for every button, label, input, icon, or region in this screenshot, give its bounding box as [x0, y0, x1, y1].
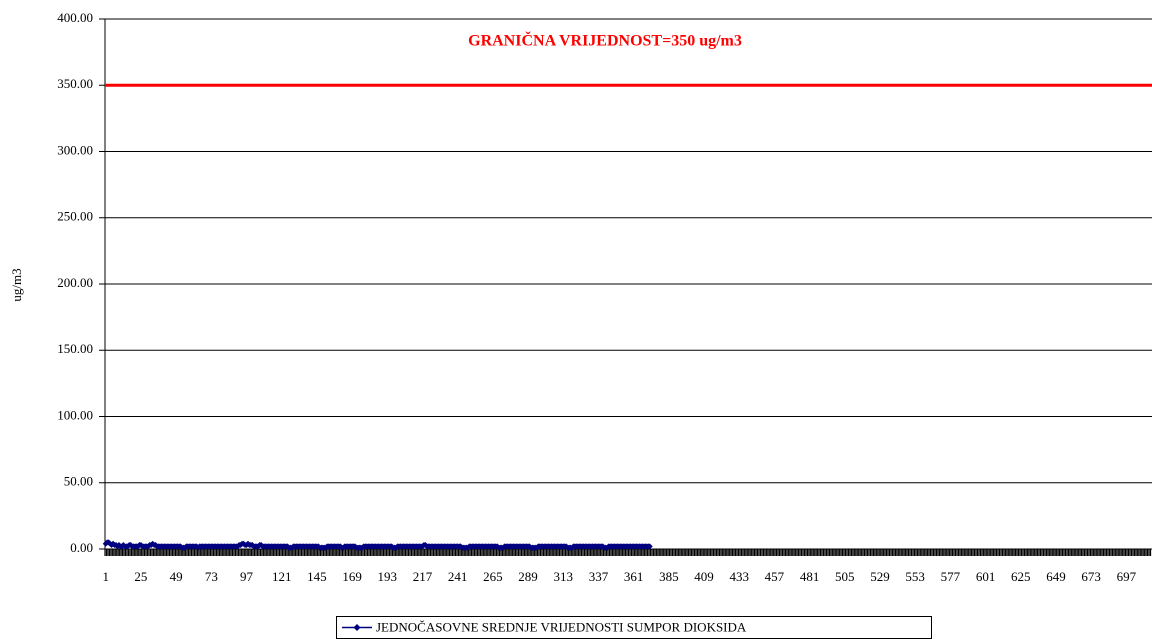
x-tick-label: 361 [624, 569, 644, 584]
x-tick-label: 241 [448, 569, 468, 584]
x-tick-label: 601 [976, 569, 996, 584]
x-tick-label: 49 [170, 569, 183, 584]
x-tick-label: 73 [205, 569, 218, 584]
y-tick-label: 150.00 [57, 341, 93, 356]
y-tick-label: 50.00 [64, 474, 93, 489]
y-tick-label: 350.00 [57, 76, 93, 91]
x-tick-label: 505 [835, 569, 855, 584]
x-tick-label: 649 [1046, 569, 1066, 584]
annotation: GRANIČNA VRIJEDNOST=350 ug/m3 [468, 31, 742, 50]
x-tick-label: 553 [905, 569, 925, 584]
x-tick-label: 577 [941, 569, 961, 584]
x-tick-label: 193 [378, 569, 398, 584]
y-tick-label: 400.00 [57, 10, 93, 25]
x-tick-label: 217 [413, 569, 433, 584]
x-tick-label: 1 [102, 569, 109, 584]
x-tick-label: 25 [134, 569, 147, 584]
x-tick-label: 457 [765, 569, 785, 584]
y-tick-label: 200.00 [57, 275, 93, 290]
y-tick-label: 300.00 [57, 142, 93, 157]
x-tick-label: 121 [272, 569, 292, 584]
y-tick-label: 250.00 [57, 209, 93, 224]
x-tick-label: 433 [729, 569, 749, 584]
x-tick-label: 481 [800, 569, 820, 584]
x-tick-label: 625 [1011, 569, 1031, 584]
x-tick-label: 169 [342, 569, 362, 584]
x-tick-label: 313 [553, 569, 573, 584]
data-point [646, 543, 653, 550]
x-tick-label: 697 [1117, 569, 1137, 584]
x-tick-label: 145 [307, 569, 327, 584]
y-axis-label: ug/m3 [9, 268, 24, 301]
x-tick-label: 385 [659, 569, 679, 584]
y-tick-label: 0.00 [70, 540, 93, 555]
y-tick-label: 100.00 [57, 407, 93, 422]
x-tick-label: 97 [240, 569, 254, 584]
x-tick-label: 529 [870, 569, 890, 584]
x-tick-label: 673 [1081, 569, 1101, 584]
x-tick-label: 289 [518, 569, 538, 584]
legend-label: JEDNOČASOVNE SREDNJE VRIJEDNOSTI SUMPOR … [376, 619, 747, 634]
legend-marker [353, 624, 361, 631]
x-tick-label: 337 [589, 569, 609, 584]
x-tick-label: 409 [694, 569, 714, 584]
x-tick-label: 265 [483, 569, 503, 584]
